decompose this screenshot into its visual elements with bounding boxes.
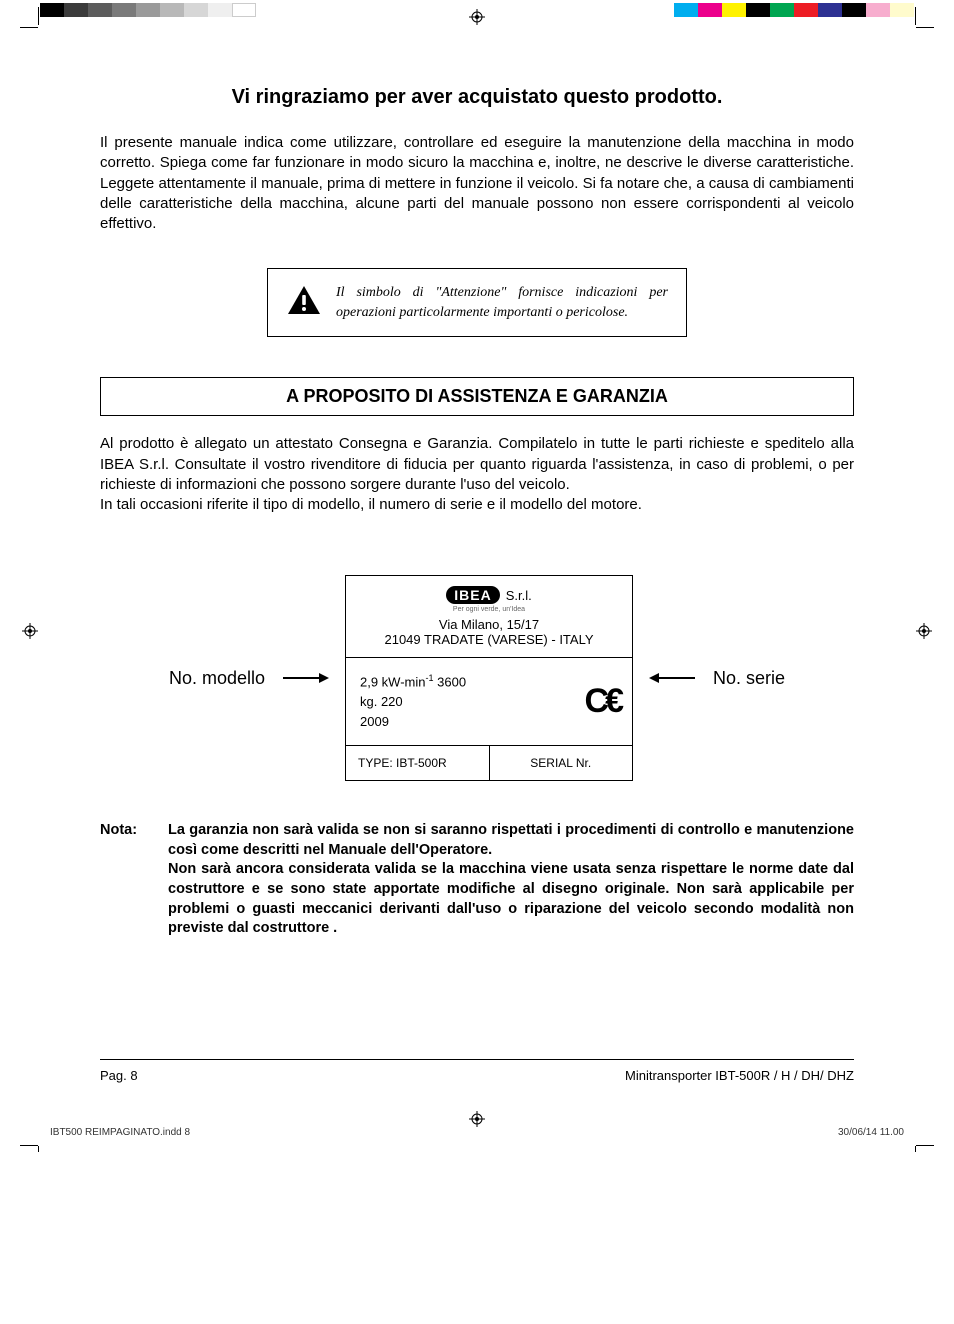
label-serial-number: No. serie — [713, 668, 785, 689]
print-footer-file: IBT500 REIMPAGINATO.indd 8 — [50, 1127, 190, 1138]
plate-serial: SERIAL Nr. — [490, 746, 633, 780]
footer-doc-title: Minitransporter IBT-500R / H / DH/ DHZ — [625, 1068, 854, 1083]
print-footer: IBT500 REIMPAGINATO.indd 8 30/06/14 11.0… — [0, 1127, 954, 1152]
footer-page-number: Pag. 8 — [100, 1068, 138, 1083]
plate-address-2: 21049 TRADATE (VARESE) - ITALY — [354, 632, 624, 647]
brand-logo: IBEA — [446, 586, 499, 604]
page-footer: Pag. 8 Minitransporter IBT-500R / H / DH… — [100, 1068, 854, 1107]
intro-paragraph: Il presente manuale indica come utilizza… — [100, 133, 854, 234]
arrow-right-icon — [283, 677, 327, 679]
section-header: A PROPOSITO DI ASSISTENZA E GARANZIA — [100, 377, 854, 416]
attention-text: Il simbolo di "Attenzione" fornisce indi… — [336, 283, 668, 322]
plate-address-1: Via Milano, 15/17 — [354, 617, 624, 632]
arrow-left-icon — [651, 677, 695, 679]
nota-label: Nota: — [100, 821, 150, 938]
brand-suffix: S.r.l. — [506, 588, 532, 603]
page-title: Vi ringraziamo per aver acquistato quest… — [100, 86, 854, 109]
print-footer-timestamp: 30/06/14 11.00 — [838, 1127, 904, 1138]
warranty-paragraph-2: In tali occasioni riferite il tipo di mo… — [100, 495, 854, 515]
attention-box: Il simbolo di "Attenzione" fornisce indi… — [267, 268, 687, 337]
brand-tagline: Per ogni verde, un'Idea — [354, 606, 624, 613]
warning-icon — [286, 284, 322, 321]
nota-text: La garanzia non sarà valida se non si sa… — [168, 821, 854, 938]
nameplate: IBEA S.r.l. Per ogni verde, un'Idea Via … — [345, 575, 633, 781]
plate-spec-year: 2009 — [360, 712, 466, 732]
registration-mark-icon — [469, 9, 485, 28]
plate-spec-power: 2,9 kW-min-1 3600 — [360, 672, 466, 692]
warranty-paragraph-1: Al prodotto è allegato un attestato Cons… — [100, 434, 854, 495]
registration-mark-icon — [916, 623, 932, 642]
plate-spec-weight: kg. 220 — [360, 692, 466, 712]
registration-mark-icon — [469, 1111, 485, 1130]
registration-mark-icon — [22, 623, 38, 642]
plate-type: TYPE: IBT-500R — [346, 746, 490, 780]
label-model-number: No. modello — [169, 668, 265, 689]
nameplate-diagram: No. modello IBEA S.r.l. Per ogni verde, … — [100, 575, 854, 781]
ce-mark-icon: C€ — [585, 682, 620, 721]
nota-block: Nota: La garanzia non sarà valida se non… — [100, 821, 854, 938]
